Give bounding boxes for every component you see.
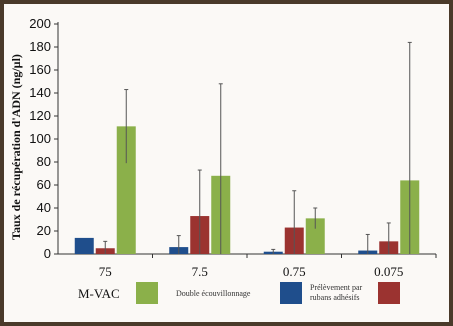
y-tick-label: 120	[29, 108, 51, 123]
y-tick-label: 100	[29, 131, 51, 146]
legend-swatch	[136, 282, 158, 304]
y-tick-label: 140	[29, 85, 51, 100]
legend-label: Prélèvement par	[310, 283, 363, 292]
axes	[57, 22, 436, 255]
error-bars	[103, 41, 412, 254]
x-category-label: 0.75	[283, 264, 306, 279]
bar	[74, 237, 94, 254]
bar-chart: 0 20 40 60 80 100 120 140 160 180 200 75 7.5 0.75 0.0…	[9, 16, 437, 304]
legend-label: rubans adhésifs	[310, 293, 360, 302]
legend-swatch	[280, 282, 302, 304]
y-tick-label: 60	[37, 177, 51, 192]
y-tick-label: 0	[44, 246, 51, 261]
y-axis-label: Taux de récupération d'ADN (ng/µl)	[9, 54, 23, 240]
bar	[116, 126, 136, 254]
legend-label: Double écouvillonnage	[176, 289, 251, 298]
y-tick-label: 40	[37, 200, 51, 215]
x-category-label: 75	[99, 264, 112, 279]
y-ticks: 0 20 40 60 80 100 120 140 160 180 200	[29, 16, 58, 261]
x-category-label: 0.075	[374, 264, 403, 279]
legend-swatch	[378, 282, 400, 304]
x-category-label: 7.5	[192, 264, 208, 279]
y-tick-label: 200	[29, 16, 51, 31]
x-category-labels: 75 7.5 0.75 0.075	[99, 254, 437, 279]
y-tick-label: 80	[37, 154, 51, 169]
legend-label: M-VAC	[78, 286, 120, 301]
legend: M-VAC Double écouvillonnage Prélèvement pa…	[78, 282, 400, 304]
y-tick-label: 20	[37, 223, 51, 238]
bar	[305, 218, 325, 254]
y-tick-label: 180	[29, 39, 51, 54]
y-tick-label: 160	[29, 62, 51, 77]
